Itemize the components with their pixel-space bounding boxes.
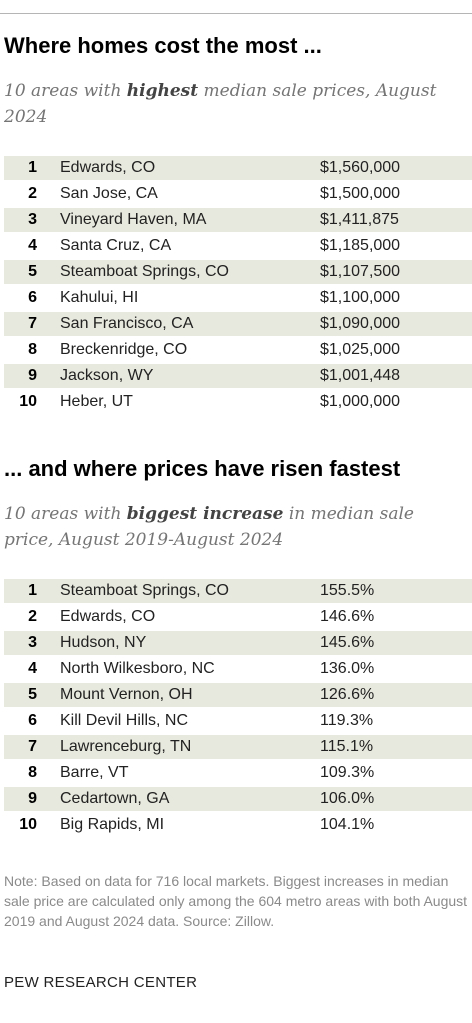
table-row: 2 Edwards, CO 146.6% <box>0 604 472 630</box>
table-row: 4 Santa Cruz, CA $1,185,000 <box>0 233 472 259</box>
table-row: 9 Cedartown, GA 106.0% <box>0 786 472 812</box>
table-row: 7 San Francisco, CA $1,090,000 <box>0 311 472 337</box>
place-label: Cedartown, GA <box>60 790 170 807</box>
place-label: Heber, UT <box>60 393 133 410</box>
rank-label: 8 <box>28 341 37 358</box>
rank-label: 6 <box>28 712 37 729</box>
value-label: $1,500,000 <box>320 185 401 202</box>
value-label: 104.1% <box>320 816 375 833</box>
place-label: Barre, VT <box>60 764 129 781</box>
table-row: 1 Steamboat Springs, CO 155.5% <box>0 578 472 604</box>
place-label: Vineyard Haven, MA <box>60 211 207 228</box>
value-label: 115.1% <box>320 738 374 755</box>
table-row: 9 Jackson, WY $1,001,448 <box>0 363 472 389</box>
rank-label: 1 <box>28 159 37 176</box>
chart-subtitle-highest-prices: 10 areas with highest median sale prices… <box>4 78 464 130</box>
value-label: 136.0% <box>320 660 375 677</box>
rank-label: 5 <box>28 263 37 280</box>
rank-label: 2 <box>28 608 37 625</box>
place-label: Kill Devil Hills, NC <box>60 712 189 729</box>
value-label: 109.3% <box>320 764 375 781</box>
top-rule <box>0 13 472 14</box>
table-row: 8 Barre, VT 109.3% <box>0 760 472 786</box>
place-label: Kahului, HI <box>60 289 139 306</box>
footnote: Note: Based on data for 716 local market… <box>4 873 468 929</box>
value-label: 126.6% <box>320 686 375 703</box>
chart-title-fastest-rise: ... and where prices have risen fastest <box>4 456 401 481</box>
rank-label: 9 <box>28 367 37 384</box>
subtitle-emphasis: highest <box>126 81 199 101</box>
rank-label: 7 <box>28 738 37 755</box>
place-label: North Wilkesboro, NC <box>60 660 215 677</box>
rank-label: 5 <box>28 686 37 703</box>
table-row: 8 Breckenridge, CO $1,025,000 <box>0 337 472 363</box>
table-row: 6 Kahului, HI $1,100,000 <box>0 285 472 311</box>
place-label: Lawrenceburg, TN <box>60 738 192 755</box>
value-label: $1,090,000 <box>320 315 401 332</box>
table-row: 10 Big Rapids, MI 104.1% <box>0 812 472 838</box>
place-label: Steamboat Springs, CO <box>60 582 229 599</box>
table-row: 10 Heber, UT $1,000,000 <box>0 389 472 415</box>
highest-prices-table: 1 Edwards, CO $1,560,000 2 San Jose, CA $1,50… <box>0 155 472 415</box>
table-row: 6 Kill Devil Hills, NC 119.3% <box>0 708 472 734</box>
place-label: Mount Vernon, OH <box>60 686 193 703</box>
chart-subtitle-fastest-rise: 10 areas with biggest increase in median… <box>4 501 464 553</box>
table-row: 5 Mount Vernon, OH 126.6% <box>0 682 472 708</box>
rank-label: 3 <box>28 634 37 651</box>
value-label: $1,001,448 <box>320 367 401 384</box>
subtitle-text: 10 areas with <box>4 81 127 101</box>
place-label: Edwards, CO <box>60 159 156 176</box>
rank-label: 9 <box>28 790 37 807</box>
place-label: Hudson, NY <box>60 634 147 651</box>
subtitle-text: 10 areas with <box>4 504 127 524</box>
place-label: Edwards, CO <box>60 608 156 625</box>
table-row: 3 Hudson, NY 145.6% <box>0 630 472 656</box>
value-label: $1,100,000 <box>320 289 401 306</box>
place-label: Big Rapids, MI <box>60 816 165 833</box>
source-brand: PEW RESEARCH CENTER <box>4 974 198 991</box>
value-label: $1,025,000 <box>320 341 401 358</box>
chart-title-highest-prices: Where homes cost the most ... <box>4 33 322 58</box>
value-label: $1,185,000 <box>320 237 401 254</box>
place-label: San Francisco, CA <box>60 315 194 332</box>
value-label: $1,000,000 <box>320 393 401 410</box>
rank-label: 8 <box>28 764 37 781</box>
value-label: $1,560,000 <box>320 159 401 176</box>
place-label: Jackson, WY <box>60 367 154 384</box>
value-label: 145.6% <box>320 634 375 651</box>
rank-label: 6 <box>28 289 37 306</box>
table-row: 5 Steamboat Springs, CO $1,107,500 <box>0 259 472 285</box>
value-label: $1,411,875 <box>320 211 399 228</box>
value-label: 106.0% <box>320 790 375 807</box>
table-row: 3 Vineyard Haven, MA $1,411,875 <box>0 207 472 233</box>
subtitle-text: median sale prices, August 2024 <box>4 81 437 127</box>
rank-label: 7 <box>28 315 37 332</box>
table-row: 1 Edwards, CO $1,560,000 <box>0 155 472 181</box>
rank-label: 10 <box>19 816 37 833</box>
rank-label: 2 <box>28 185 37 202</box>
value-label: $1,107,500 <box>320 263 401 280</box>
place-label: Breckenridge, CO <box>60 341 188 358</box>
rank-label: 4 <box>28 237 37 254</box>
place-label: San Jose, CA <box>60 185 158 202</box>
place-label: Santa Cruz, CA <box>60 237 172 254</box>
table-row: 7 Lawrenceburg, TN 115.1% <box>0 734 472 760</box>
rank-label: 10 <box>19 393 37 410</box>
rank-label: 3 <box>28 211 37 228</box>
value-label: 146.6% <box>320 608 375 625</box>
subtitle-text: in median sale price, August 2019-August… <box>4 504 414 550</box>
fastest-rise-table: 1 Steamboat Springs, CO 155.5% 2 Edwards, CO… <box>0 578 472 838</box>
place-label: Steamboat Springs, CO <box>60 263 229 280</box>
subtitle-emphasis: biggest increase <box>126 504 284 524</box>
value-label: 155.5% <box>320 582 375 599</box>
table-row: 2 San Jose, CA $1,500,000 <box>0 181 472 207</box>
rank-label: 1 <box>28 582 37 599</box>
value-label: 119.3% <box>320 712 374 729</box>
rank-label: 4 <box>28 660 37 677</box>
table-row: 4 North Wilkesboro, NC 136.0% <box>0 656 472 682</box>
